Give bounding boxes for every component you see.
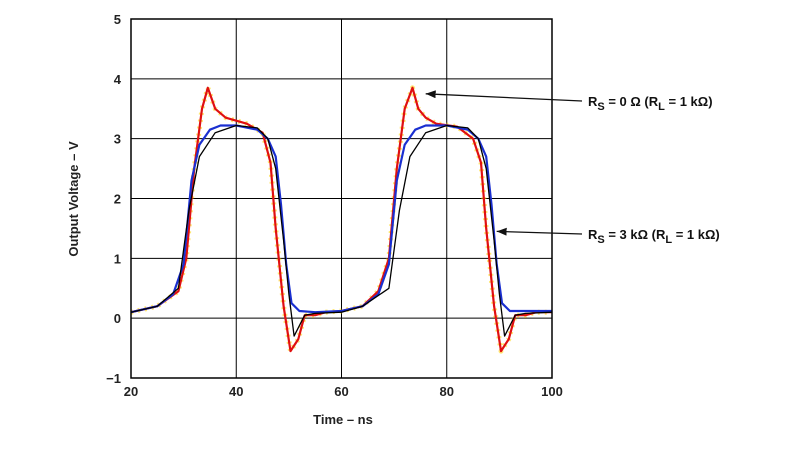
annotation-label-rs0: RS = 0 Ω (RL = 1 kΩ) [588,94,713,113]
y-tick-label: 1 [114,251,121,266]
annotation-r-sub: S [597,234,604,246]
x-axis-title: Time – ns [313,412,373,427]
annotations: RS = 0 Ω (RL = 1 kΩ) RS = 3 kΩ (RL = 1 k… [425,90,720,246]
y-tick-label: 4 [114,72,122,87]
x-tick-label: 40 [229,384,243,399]
x-tick-label: 60 [334,384,348,399]
x-tick-label: 20 [124,384,138,399]
annotation-mid: = 3 kΩ (R [605,227,666,242]
series-line-blue [130,124,552,314]
plot-frame [130,18,553,379]
annotation-mid: = 0 Ω (R [605,94,659,109]
annotation-l-sub: L [665,234,672,246]
annotation-r: R [588,227,598,242]
series-group [130,85,553,354]
y-tick-label: 0 [114,311,121,326]
annotation-r-sub: S [597,101,604,113]
annotation-label-rs3k: RS = 3 kΩ (RL = 1 kΩ) [588,227,720,246]
annotation-r: R [588,94,598,109]
annotation-arrow-rs0 [425,90,583,102]
annotation-tail: = 1 kΩ) [672,227,720,242]
annotation-tail: = 1 kΩ) [665,94,713,109]
series-line-black [130,124,553,337]
annotation-arrow-rs3k [496,227,583,236]
y-tick-label: 5 [114,12,121,27]
x-tick-label: 80 [440,384,454,399]
annotation-l-sub: L [658,101,665,113]
y-tick-label: −1 [106,371,121,386]
y-axis-title: Output Voltage – V [66,141,81,257]
x-tick-label: 100 [541,384,563,399]
tick-labels: 20 40 60 80 100 −1 0 1 2 3 4 5 [106,12,563,399]
y-tick-label: 3 [114,132,121,147]
y-tick-label: 2 [114,192,121,207]
